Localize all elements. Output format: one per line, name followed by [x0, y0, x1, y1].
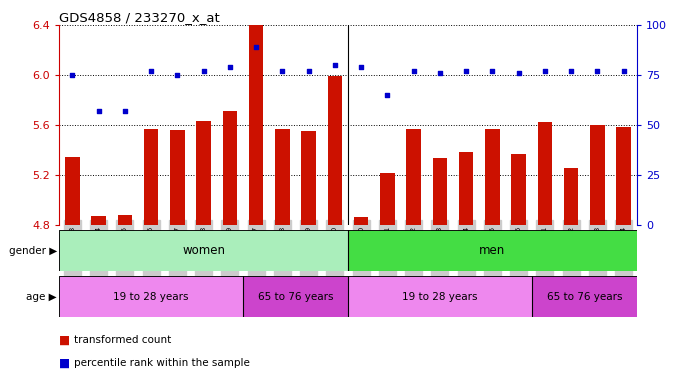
Point	[539, 68, 551, 74]
Point	[513, 70, 524, 76]
Point	[487, 68, 498, 74]
Bar	[538, 122, 552, 225]
Bar	[348, 230, 637, 271]
Point	[566, 68, 577, 74]
Bar	[301, 131, 316, 225]
Point	[408, 68, 419, 74]
Bar	[512, 154, 526, 225]
Point	[119, 108, 130, 114]
Text: transformed count: transformed count	[74, 335, 172, 345]
Bar	[380, 174, 395, 225]
Text: 19 to 28 years: 19 to 28 years	[402, 291, 477, 302]
Bar	[348, 276, 532, 317]
Text: age ▶: age ▶	[26, 291, 57, 302]
Bar	[249, 25, 263, 225]
Point	[434, 70, 445, 76]
Text: ■: ■	[59, 333, 70, 346]
Text: ■: ■	[59, 356, 70, 369]
Point	[461, 68, 472, 74]
Bar	[59, 276, 243, 317]
Point	[303, 68, 314, 74]
Bar	[433, 159, 447, 225]
Text: women: women	[182, 244, 225, 257]
Text: 65 to 76 years: 65 to 76 years	[258, 291, 333, 302]
Point	[93, 108, 104, 114]
Bar	[590, 125, 605, 225]
Bar	[532, 276, 637, 317]
Text: percentile rank within the sample: percentile rank within the sample	[74, 358, 251, 368]
Point	[382, 92, 393, 98]
Text: gender ▶: gender ▶	[9, 245, 57, 256]
Point	[251, 44, 262, 50]
Bar	[485, 129, 500, 225]
Point	[198, 68, 209, 74]
Bar	[65, 157, 79, 225]
Point	[356, 64, 367, 70]
Bar	[118, 215, 132, 225]
Bar	[144, 129, 158, 225]
Point	[329, 62, 340, 68]
Point	[145, 68, 157, 74]
Bar	[91, 216, 106, 225]
Text: GDS4858 / 233270_x_at: GDS4858 / 233270_x_at	[59, 11, 220, 24]
Text: 19 to 28 years: 19 to 28 years	[113, 291, 189, 302]
Text: 65 to 76 years: 65 to 76 years	[546, 291, 622, 302]
Point	[592, 68, 603, 74]
Bar	[617, 127, 631, 225]
Point	[618, 68, 629, 74]
Bar	[354, 217, 368, 225]
Bar	[459, 152, 473, 225]
Point	[277, 68, 288, 74]
Bar	[59, 230, 348, 271]
Bar	[406, 129, 421, 225]
Bar	[243, 276, 348, 317]
Bar	[196, 121, 211, 225]
Bar	[223, 111, 237, 225]
Point	[224, 64, 235, 70]
Text: men: men	[480, 244, 505, 257]
Bar	[564, 169, 578, 225]
Bar	[275, 129, 290, 225]
Point	[67, 72, 78, 78]
Bar	[328, 76, 342, 225]
Bar	[170, 130, 184, 225]
Point	[172, 72, 183, 78]
